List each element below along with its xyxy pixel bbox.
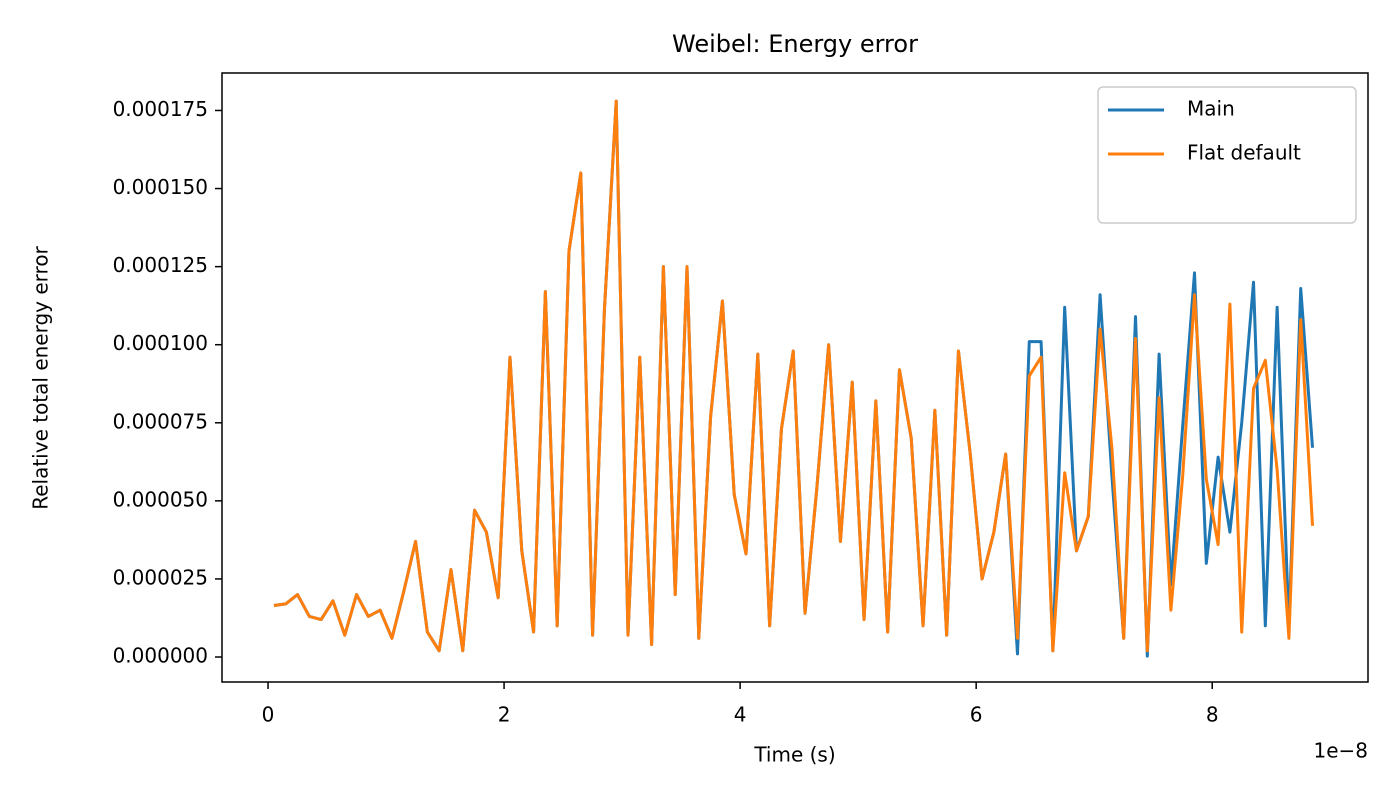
y-tick-label: 0.000000 — [113, 644, 208, 668]
legend: Main Flat default — [1097, 86, 1357, 224]
y-tick-label: 0.000075 — [113, 409, 208, 433]
y-axis-label: Relative total energy error — [29, 245, 53, 509]
series-line — [273, 99, 1315, 653]
x-tick-label: 4 — [734, 703, 747, 727]
legend-label: Flat default — [1187, 141, 1301, 165]
y-tick-label: 0.000100 — [113, 331, 208, 355]
x-tick-label: 8 — [1206, 703, 1219, 727]
y-tick-label: 0.000025 — [113, 565, 208, 589]
y-tick-label: 0.000050 — [113, 487, 208, 511]
x-tick-label: 2 — [498, 703, 511, 727]
x-offset-text: 1e−8 — [1313, 739, 1368, 763]
chart-title: Weibel: Energy error — [672, 30, 918, 58]
legend-box — [1097, 86, 1357, 224]
y-tick-label: 0.000125 — [113, 253, 208, 277]
x-tick-label: 6 — [970, 703, 983, 727]
y-tick-label: 0.000175 — [113, 97, 208, 121]
y-tick-label: 0.000150 — [113, 175, 208, 199]
legend-label: Main — [1187, 97, 1235, 121]
x-tick-label: 0 — [262, 703, 275, 727]
x-axis-label: Time (s) — [753, 743, 835, 767]
plot-frame — [221, 72, 1369, 683]
